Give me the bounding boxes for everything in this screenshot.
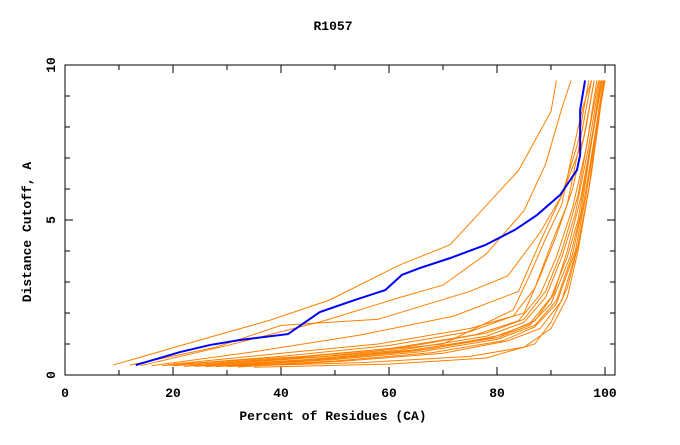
model-line (140, 80, 572, 367)
y-tick-label: 10 (44, 57, 59, 73)
axis-ticks: 0 20 40 60 80 100 0 5 10 (44, 57, 617, 401)
model-line (151, 80, 595, 367)
x-tick-label: 40 (273, 386, 289, 401)
model-line (226, 80, 605, 368)
x-tick-label: 20 (165, 386, 181, 401)
model-line (210, 80, 603, 367)
model-line (253, 80, 606, 368)
y-tick-label: 0 (44, 371, 59, 379)
y-tick-label: 5 (44, 216, 59, 224)
plot-area (112, 80, 606, 368)
model-line (205, 80, 603, 368)
model-line (183, 80, 601, 367)
chart-title: R1057 (313, 19, 352, 34)
y-axis-label: Distance Cutoff, A (20, 162, 35, 303)
highlighted-model-line (135, 80, 587, 367)
x-axis-label: Percent of Residues (CA) (239, 409, 426, 424)
x-tick-label: 80 (489, 386, 505, 401)
model-line (112, 80, 557, 366)
model-line (167, 80, 600, 366)
model-line (194, 80, 602, 367)
model-line (237, 80, 606, 368)
model-line (172, 80, 598, 367)
model-line (189, 80, 592, 367)
x-tick-label: 60 (381, 386, 397, 401)
x-tick-label: 0 (61, 386, 69, 401)
x-tick-label: 100 (593, 386, 617, 401)
model-line (129, 80, 590, 366)
model-line (162, 80, 592, 367)
model-line (216, 80, 604, 368)
plot-frame (64, 64, 616, 376)
